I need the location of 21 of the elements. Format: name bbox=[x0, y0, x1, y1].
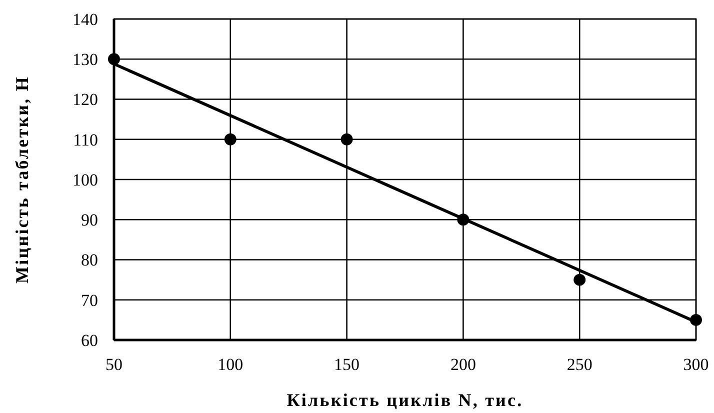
y-tick-label: 120 bbox=[72, 90, 98, 110]
y-tick-label: 140 bbox=[72, 10, 98, 29]
x-axis-title: Кількість циклів N, тис. bbox=[286, 390, 524, 410]
y-tick-label: 110 bbox=[73, 130, 98, 150]
y-axis-title: Міцність таблетки, Н bbox=[12, 76, 32, 284]
point bbox=[108, 53, 120, 66]
y-tick-label: 130 bbox=[72, 50, 98, 70]
x-tick-label: 200 bbox=[450, 355, 476, 374]
point bbox=[574, 274, 586, 286]
x-tick-label: 50 bbox=[106, 355, 122, 374]
y-tick-label: 100 bbox=[72, 170, 98, 190]
x-tick-label: 250 bbox=[566, 355, 592, 374]
point bbox=[224, 133, 236, 146]
x-tick-label: 150 bbox=[334, 355, 360, 374]
x-tick-label: 300 bbox=[683, 355, 709, 374]
point bbox=[340, 133, 353, 146]
y-tick-label: 90 bbox=[81, 210, 98, 230]
y-tick-label: 60 bbox=[81, 330, 98, 350]
x-tick-label: 100 bbox=[218, 355, 244, 374]
y-tick-label: 80 bbox=[81, 250, 98, 270]
y-tick-label: 70 bbox=[81, 290, 98, 310]
